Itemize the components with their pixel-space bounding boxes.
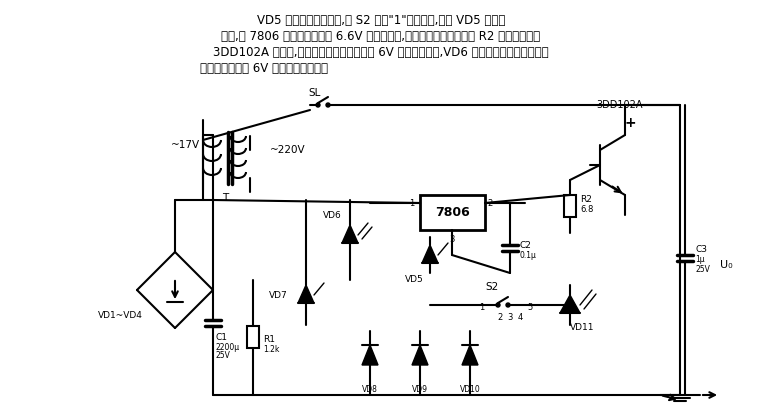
Text: VD7: VD7 [269,290,288,300]
Text: 1: 1 [479,303,485,311]
Text: 7806: 7806 [435,205,470,219]
Text: ~220V: ~220V [270,145,306,155]
Text: 可以作为本电路 6V 电压的输出指示。: 可以作为本电路 6V 电压的输出指示。 [200,62,328,75]
Polygon shape [298,285,314,303]
Text: 3: 3 [508,313,513,322]
Circle shape [496,303,500,307]
Bar [247,326,259,348]
Text: 2: 2 [498,313,502,322]
Bar [564,195,576,217]
Polygon shape [422,245,438,263]
Text: C2: C2 [520,241,532,249]
Text: ~17V: ~17V [170,140,199,150]
Text: VD5: VD5 [405,275,423,284]
Text: 3: 3 [449,235,454,245]
Text: 2: 2 [487,198,492,207]
Text: 3DD102A 的基极,这时发射极便有大电流的 6V 直流稳压输出,VD6 在作为电源指示的同时还: 3DD102A 的基极,这时发射极便有大电流的 6V 直流稳压输出,VD6 在作… [213,46,549,59]
Text: VD8: VD8 [362,384,378,394]
Text: R2: R2 [580,196,592,205]
Text: 5: 5 [527,303,533,311]
Text: R1: R1 [263,335,275,345]
Text: VD11: VD11 [570,322,594,332]
Text: 0.1μ: 0.1μ [520,251,537,260]
Bar [420,195,485,230]
Text: VD9: VD9 [412,384,428,394]
Text: VD10: VD10 [460,384,480,394]
Circle shape [316,103,320,107]
Polygon shape [462,345,478,365]
Text: 25V: 25V [695,264,710,273]
Text: U₀: U₀ [720,260,733,270]
Text: 25V: 25V [215,352,230,360]
Circle shape [326,103,330,107]
Text: SL: SL [309,88,321,98]
Polygon shape [560,295,580,313]
Text: 3DD102A: 3DD102A [597,100,643,110]
Polygon shape [362,345,378,365]
Circle shape [506,303,510,307]
Text: C1: C1 [215,333,227,343]
Text: 1μ: 1μ [695,256,705,264]
Text: +: + [624,116,635,130]
Text: VD5 为电路附加二极管,当 S2 处在"1"的位置时,由于 VD5 的降压: VD5 为电路附加二极管,当 S2 处在"1"的位置时,由于 VD5 的降压 [256,14,505,27]
Polygon shape [342,225,358,243]
Text: C3: C3 [695,245,707,254]
Text: 6.8: 6.8 [580,205,594,213]
Text: 1.2k: 1.2k [263,345,279,354]
Text: 1: 1 [409,198,415,207]
Text: 作用,在 7806 的输出端输出约 6.6V 的直流电压,输出电流通过保护电阻 R2 输人到调整管: 作用,在 7806 的输出端输出约 6.6V 的直流电压,输出电流通过保护电阻 … [221,30,540,43]
Text: S2: S2 [486,282,498,292]
Polygon shape [412,345,428,365]
Text: T: T [222,193,228,203]
Text: VD6: VD6 [323,211,342,220]
Text: 4: 4 [517,313,523,322]
Text: 2200μ: 2200μ [215,343,239,352]
Text: VD1~VD4: VD1~VD4 [97,311,142,320]
